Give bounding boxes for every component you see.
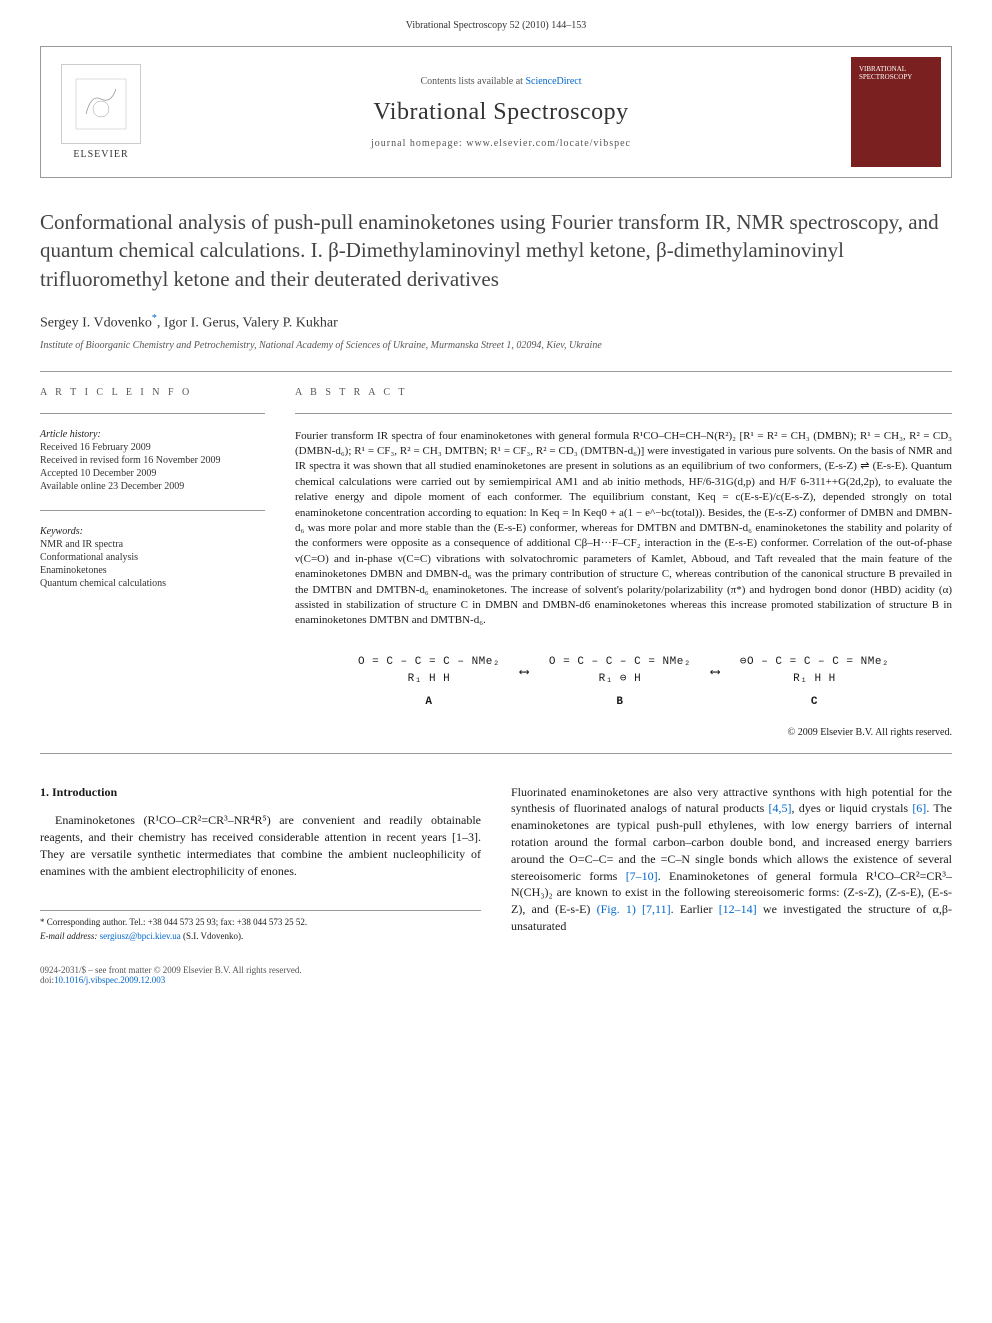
citation-link[interactable]: [4,5] xyxy=(769,801,792,815)
abstract-text: Fourier transform IR spectra of four ena… xyxy=(295,429,952,629)
citation-link[interactable]: [7,11] xyxy=(636,902,671,916)
article-title: Conformational analysis of push-pull ena… xyxy=(40,208,952,293)
resonance-arrow: ⟷ xyxy=(520,654,529,684)
resonance-structures: O = C – C = C – NMe₂ R₁ H H A ⟷ O = C – … xyxy=(295,654,952,712)
structure-c-label: C xyxy=(740,694,889,712)
elsevier-logo xyxy=(61,64,141,144)
info-divider xyxy=(40,413,265,414)
contents-prefix: Contents lists available at xyxy=(420,76,525,87)
structure-a-line2: R₁ H H xyxy=(358,671,500,689)
journal-banner: ELSEVIER Contents lists available at Sci… xyxy=(40,46,952,178)
citation-link[interactable]: [7–10] xyxy=(626,869,658,883)
para-text: . Earlier xyxy=(671,902,719,916)
homepage-prefix: journal homepage: xyxy=(371,138,466,149)
journal-title: Vibrational Spectroscopy xyxy=(151,99,851,126)
article-info: A R T I C L E I N F O Article history: R… xyxy=(40,387,265,738)
divider xyxy=(40,753,952,754)
intro-para-2: Fluorinated enaminoketones are also very… xyxy=(511,784,952,935)
para-text: Enaminoketones (R¹CO–CR²=CR³–NR⁴R⁵) are … xyxy=(40,813,481,877)
section-title: Introduction xyxy=(52,785,117,799)
para-text: , dyes or liquid crystals xyxy=(792,801,913,815)
footnote: * Corresponding author. Tel.: +38 044 57… xyxy=(40,910,481,943)
resonance-arrow: ⟷ xyxy=(711,654,720,684)
structure-a-label: A xyxy=(358,694,500,712)
keywords-label: Keywords: xyxy=(40,526,265,537)
corresponding-author: * Corresponding author. Tel.: +38 044 57… xyxy=(40,916,481,929)
structure-c: ⊖O – C = C – C = NMe₂ R₁ H H C xyxy=(740,654,889,712)
figure-link[interactable]: (Fig. 1) xyxy=(597,902,636,916)
running-header: Vibrational Spectroscopy 52 (2010) 144–1… xyxy=(40,20,952,31)
email-label: E-mail address: xyxy=(40,931,100,941)
info-divider xyxy=(40,510,265,511)
received-date: Received 16 February 2009 xyxy=(40,442,265,453)
structure-c-line2: R₁ H H xyxy=(740,671,889,689)
doi-link[interactable]: 10.1016/j.vibspec.2009.12.003 xyxy=(54,975,165,985)
sciencedirect-link[interactable]: ScienceDirect xyxy=(525,76,581,87)
info-heading: A R T I C L E I N F O xyxy=(40,387,265,398)
divider xyxy=(40,371,952,372)
info-abstract-row: A R T I C L E I N F O Article history: R… xyxy=(40,387,952,738)
intro-para-1: Enaminoketones (R¹CO–CR²=CR³–NR⁴R⁵) are … xyxy=(40,812,481,879)
structure-b-line1: O = C – C – C = NMe₂ xyxy=(549,654,691,672)
email-line: E-mail address: sergiusz@bpci.kiev.ua (S… xyxy=(40,930,481,943)
journal-cover: VIBRATIONAL SPECTROSCOPY xyxy=(851,57,941,167)
bottom-meta: 0924-2031/$ – see front matter © 2009 El… xyxy=(40,965,952,985)
revised-date: Received in revised form 16 November 200… xyxy=(40,455,265,466)
homepage-line: journal homepage: www.elsevier.com/locat… xyxy=(151,138,851,149)
contents-line: Contents lists available at ScienceDirec… xyxy=(151,76,851,87)
section-heading: 1. Introduction xyxy=(40,784,481,801)
citation-link[interactable]: [12–14] xyxy=(719,902,757,916)
keyword: Quantum chemical calculations xyxy=(40,578,265,589)
publisher-block: ELSEVIER xyxy=(51,64,151,160)
history-block: Article history: Received 16 February 20… xyxy=(40,429,265,492)
abstract-heading: A B S T R A C T xyxy=(295,387,952,398)
email-address[interactable]: sergiusz@bpci.kiev.ua xyxy=(100,931,181,941)
left-column: 1. Introduction Enaminoketones (R¹CO–CR²… xyxy=(40,784,481,945)
authors: Sergey I. Vdovenko*, Igor I. Gerus, Vale… xyxy=(40,313,952,332)
right-column: Fluorinated enaminoketones are also very… xyxy=(511,784,952,945)
keyword: NMR and IR spectra xyxy=(40,539,265,550)
structure-a: O = C – C = C – NMe₂ R₁ H H A xyxy=(358,654,500,712)
history-label: Article history: xyxy=(40,429,265,440)
banner-center: Contents lists available at ScienceDirec… xyxy=(151,76,851,149)
author-rest: , Igor I. Gerus, Valery P. Kukhar xyxy=(157,316,338,331)
structure-b-line2: R₁ ⊖ H xyxy=(549,671,691,689)
structure-a-line1: O = C – C = C – NMe₂ xyxy=(358,654,500,672)
online-date: Available online 23 December 2009 xyxy=(40,481,265,492)
copyright: © 2009 Elsevier B.V. All rights reserved… xyxy=(295,727,952,738)
accepted-date: Accepted 10 December 2009 xyxy=(40,468,265,479)
abstract: A B S T R A C T Fourier transform IR spe… xyxy=(295,387,952,738)
citation-link[interactable]: [6] xyxy=(912,801,926,815)
keywords-block: Keywords: NMR and IR spectra Conformatio… xyxy=(40,526,265,589)
abstract-divider xyxy=(295,413,952,414)
keyword: Enaminoketones xyxy=(40,565,265,576)
structure-b: O = C – C – C = NMe₂ R₁ ⊖ H B xyxy=(549,654,691,712)
affiliation: Institute of Bioorganic Chemistry and Pe… xyxy=(40,340,952,351)
doi-label: doi: xyxy=(40,975,54,985)
author-first: Sergey I. Vdovenko xyxy=(40,316,152,331)
structure-c-line1: ⊖O – C = C – C = NMe₂ xyxy=(740,654,889,672)
homepage-url[interactable]: www.elsevier.com/locate/vibspec xyxy=(466,138,631,149)
structure-b-label: B xyxy=(549,694,691,712)
section-number: 1. xyxy=(40,785,52,799)
email-suffix: (S.I. Vdovenko). xyxy=(181,931,244,941)
cover-text: VIBRATIONAL SPECTROSCOPY xyxy=(859,65,933,81)
keyword: Conformational analysis xyxy=(40,552,265,563)
doi-line: doi:10.1016/j.vibspec.2009.12.003 xyxy=(40,975,952,985)
issn-line: 0924-2031/$ – see front matter © 2009 El… xyxy=(40,965,952,975)
publisher-name: ELSEVIER xyxy=(51,149,151,160)
body-columns: 1. Introduction Enaminoketones (R¹CO–CR²… xyxy=(40,784,952,945)
